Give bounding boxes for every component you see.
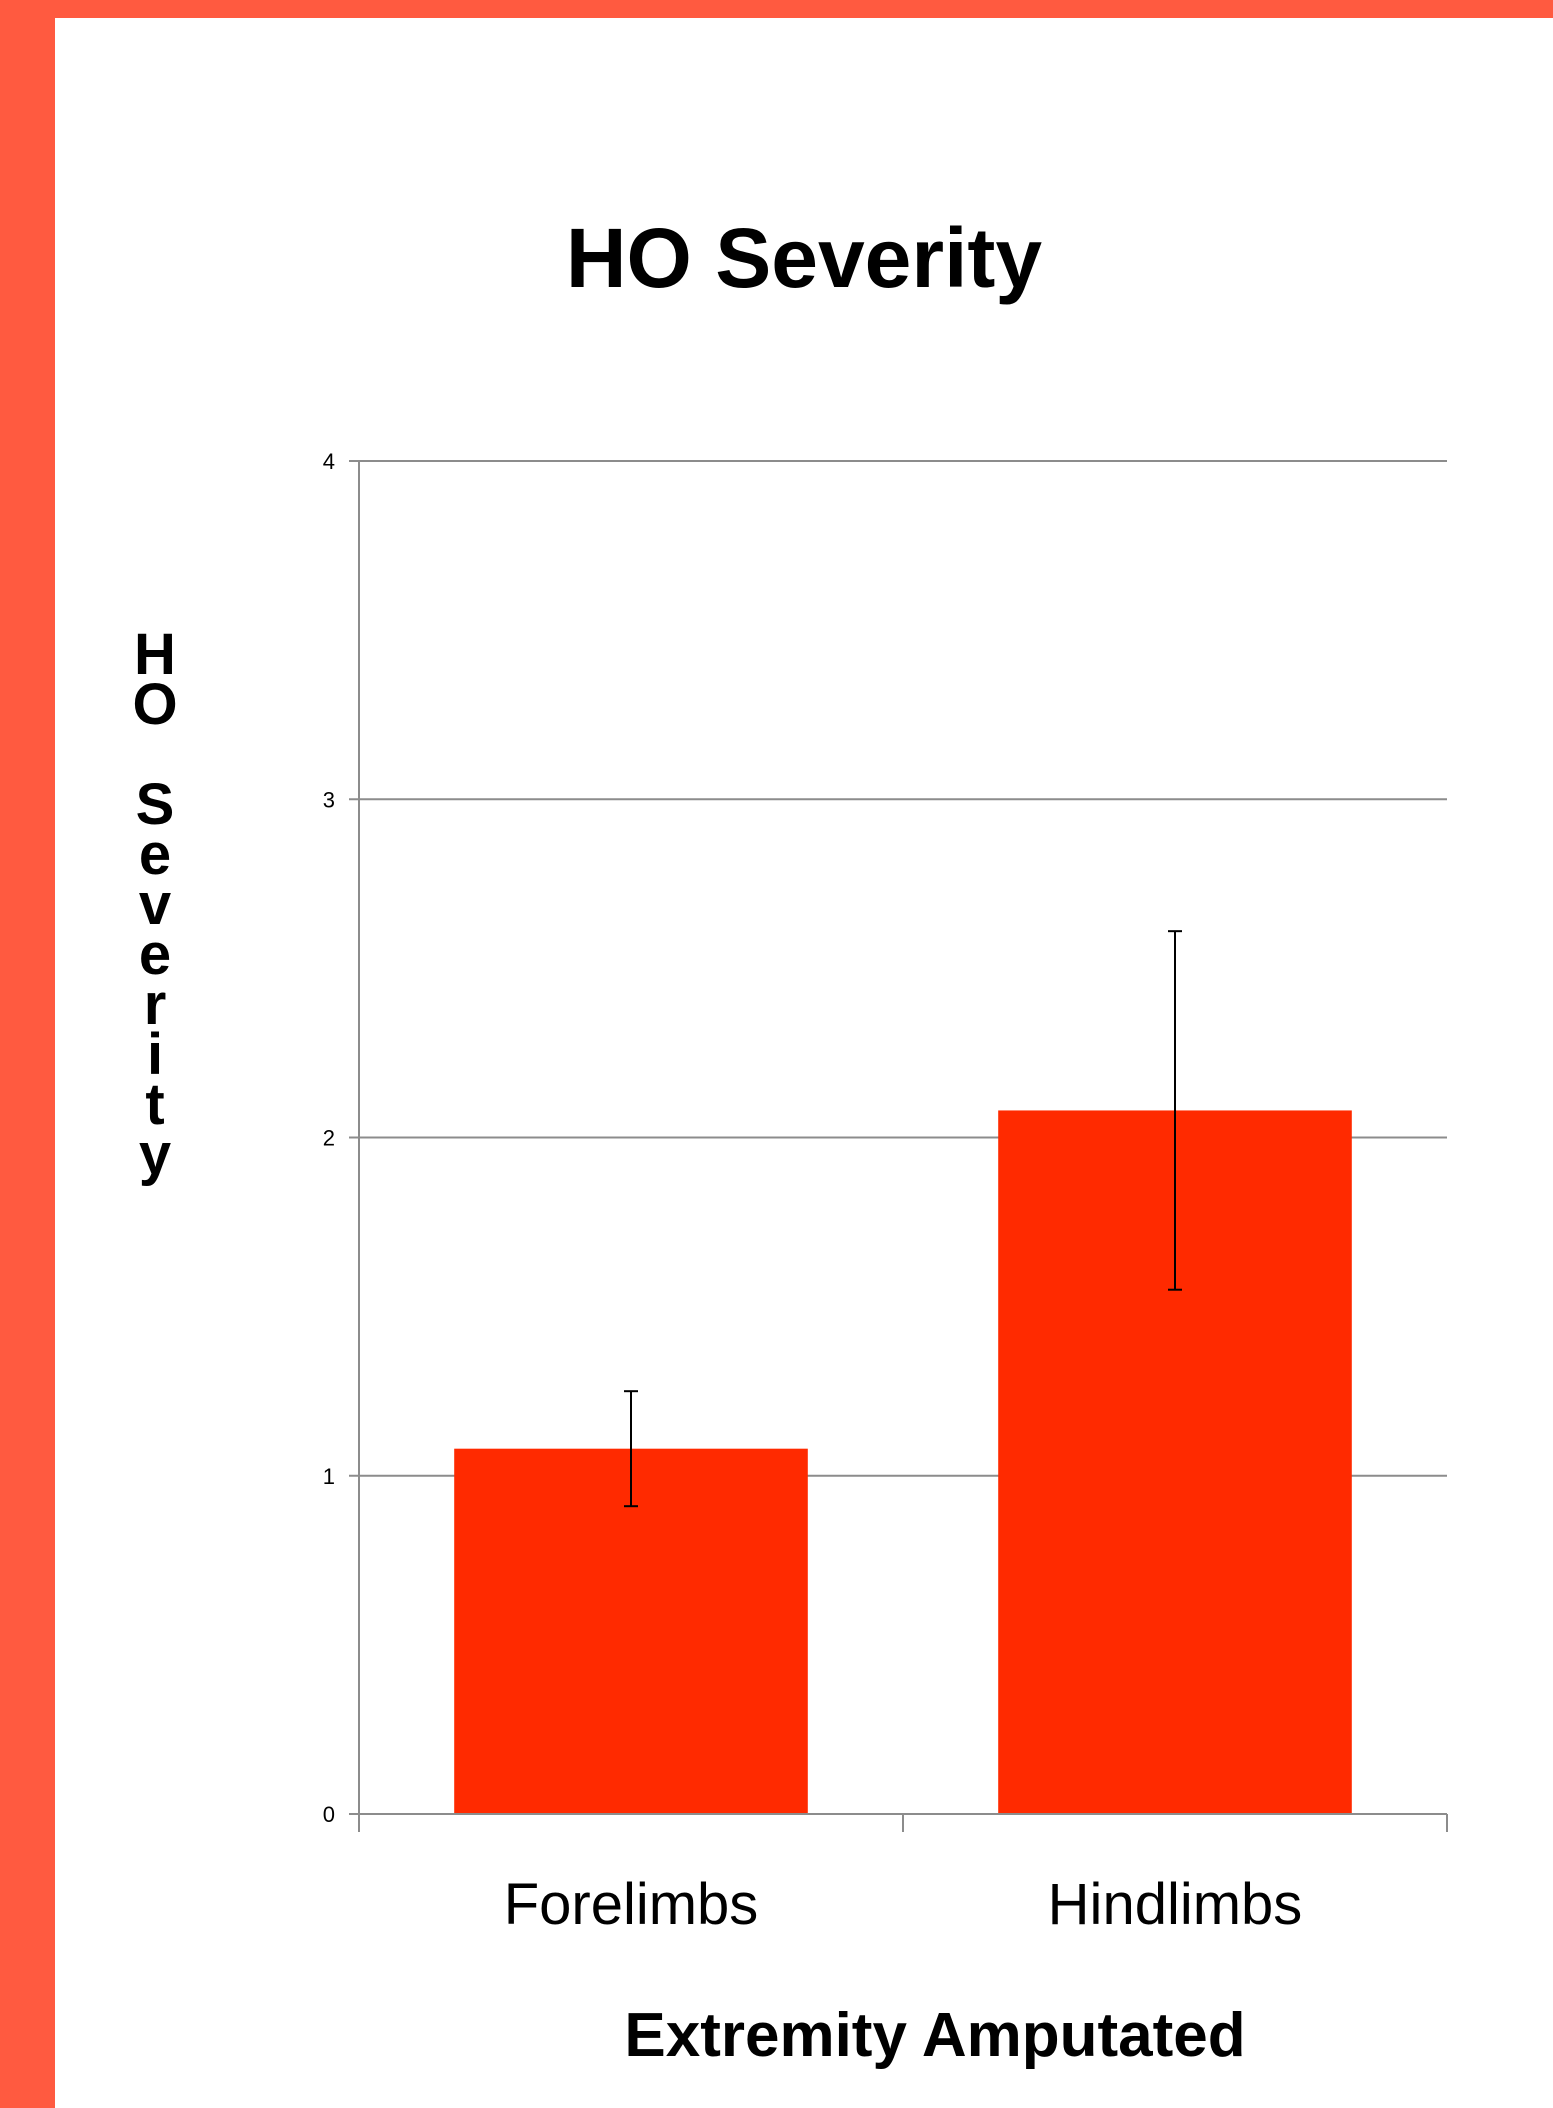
y-tick-label-1: 1 [323, 1464, 335, 1489]
chart-title: HO Severity [565, 211, 1043, 305]
bar-forelimbs [454, 1448, 808, 1814]
x-category-label-forelimbs: Forelimbs [504, 1872, 759, 1937]
y-axis-label: H O S e v e r i t y [132, 622, 178, 1187]
error-bar-forelimbs [624, 1390, 638, 1508]
y-tick-label-3: 3 [323, 787, 335, 812]
axes [349, 460, 1448, 1832]
y-tick-label-0: 0 [323, 1802, 335, 1827]
error-bars [624, 930, 1182, 1508]
axis-labels: 0 1 2 3 4 Forelimbs Hindlimbs [323, 449, 1303, 1937]
x-category-label-hindlimbs: Hindlimbs [1048, 1872, 1303, 1937]
error-bar-hindlimbs [1168, 930, 1182, 1291]
y-tick-label-4: 4 [323, 449, 335, 474]
x-axis-label: Extremity Amputated [624, 2001, 1246, 2070]
bars [454, 1110, 1352, 1814]
y-tick-label-2: 2 [323, 1126, 335, 1151]
